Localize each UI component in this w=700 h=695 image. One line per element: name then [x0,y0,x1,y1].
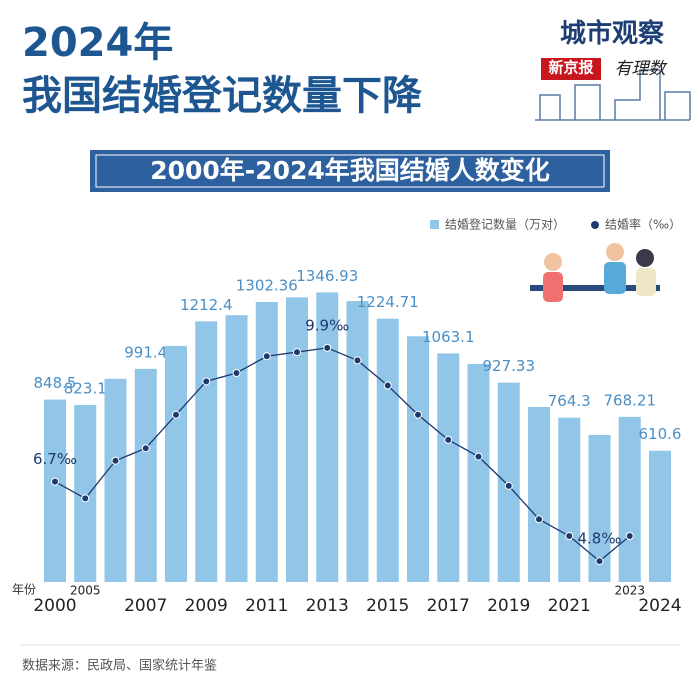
x-axis-label: 年份 [12,583,36,597]
bar-value-label: 768.21 [604,391,657,409]
subtitle-box [90,150,610,192]
rate-point [51,477,59,486]
rate-point [262,352,271,361]
bar-value-label: 1302.36 [236,276,298,294]
bar [255,301,278,582]
bar [346,300,369,582]
title-line: 2024年 [22,20,173,66]
rate-point [141,444,150,453]
bar [437,353,460,582]
bar [588,434,611,582]
bar [195,321,218,582]
x-tick-label: 2005 [70,584,101,598]
source: 数据来源：民政局、国家统计年鉴 [22,658,217,674]
x-tick-label: 2000 [33,596,76,616]
x-tick-label: 2019 [487,596,530,616]
bar [649,450,671,582]
bar-value-label: 927.33 [483,357,536,375]
rate-value-label: 4.8‰ [578,530,622,548]
bar [558,417,581,582]
x-tick-label: 2015 [366,596,409,616]
bar [407,336,429,582]
bar [44,399,66,582]
bar-value-label: 1224.71 [357,293,419,311]
bar [74,405,97,582]
rate-point [172,410,180,419]
rate-point [535,515,543,524]
rate-point [81,494,90,503]
rate-point [383,381,392,390]
subtitle: 2000年-2024年我国结婚人数变化 [150,156,550,185]
rate-point [565,532,574,541]
bar [376,318,399,582]
rate-point [293,348,301,357]
rate-point [474,452,483,461]
brand-deco [535,69,691,121]
rate-point [625,532,634,541]
title-line: 我国结婚登记数量下降 [22,73,422,119]
rate-point [595,557,604,566]
subtitle-frame [95,154,605,188]
legend-label: 结婚登记数量（万对） [445,217,565,232]
bar [165,345,187,582]
bar [104,378,127,582]
x-tick-label: 2021 [548,596,591,616]
brand-paper: 新京报 [548,58,593,76]
rate-point [504,481,513,490]
bar-value-label: 610.6 [639,425,682,443]
bar [316,292,339,582]
bar [528,406,550,582]
rate-point [202,377,211,386]
brand-name: 城市观察 [560,18,665,48]
bar-value-label: 1212.4 [180,296,233,314]
x-tick-label: 2011 [245,596,288,616]
bar-value-label: 764.3 [548,392,591,410]
rate-point [414,410,422,419]
bar-value-label: 848.5 [34,374,77,392]
bar [618,416,641,582]
legend-swatch [430,220,439,229]
x-tick-label: 2017 [427,596,470,616]
rate-line [54,347,631,562]
legend-label: 结婚率（‰） [605,217,681,232]
bar-value-label: 823.1 [64,380,107,398]
illustration [530,243,660,302]
rate-point [323,343,332,352]
bar-value-label: 1346.93 [296,267,358,285]
bar-value-label: 1063.1 [422,328,475,346]
bar [134,368,157,582]
rate-point [353,356,362,365]
bar [225,315,248,582]
brand-column: 有理数 [615,59,668,79]
rate-value-label: 6.7‰ [33,450,77,468]
rate-value-label: 9.9‰ [305,316,349,334]
bar [467,363,490,582]
x-tick-label: 2013 [306,596,349,616]
x-tick-label: 2009 [185,596,228,616]
legend-swatch [591,221,599,229]
rate-point [232,368,241,377]
rate-point [444,435,453,444]
x-tick-label: 2023 [614,584,645,598]
x-tick-label: 2024 [638,596,681,616]
bar [286,297,308,582]
paper-badge [541,58,601,80]
rate-point [111,456,120,465]
bar-value-label: 991.4 [124,343,167,361]
x-tick-label: 2007 [124,596,167,616]
